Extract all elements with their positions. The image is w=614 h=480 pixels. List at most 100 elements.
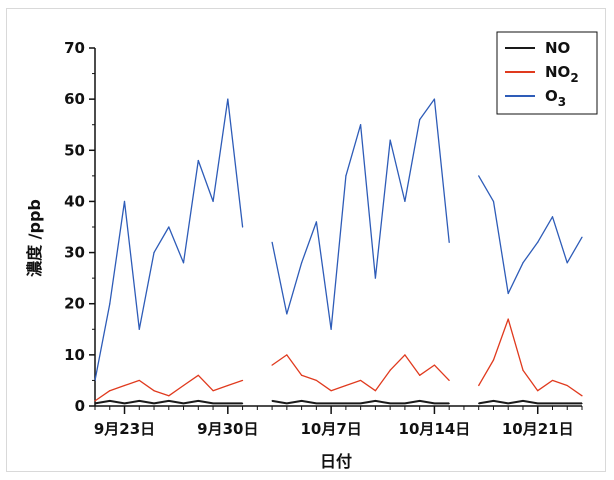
- data-point-o3: [389, 139, 391, 141]
- data-point-no: [138, 400, 140, 402]
- data-point-no2: [478, 384, 480, 387]
- data-point-no: [522, 400, 524, 402]
- series-line-o3: [94, 98, 583, 381]
- data-point-no2: [507, 318, 509, 320]
- data-point-no2: [360, 379, 362, 382]
- data-point-o3: [581, 236, 583, 238]
- data-point-no2: [227, 384, 229, 387]
- data-point-o3: [168, 226, 170, 228]
- data-point-no: [345, 402, 347, 405]
- plot-area: 0 10 20 30 40 50 60 70 9月23日 9月30日 10月7日 10月14日 10月…: [64, 39, 583, 438]
- y-tick-label: 40: [64, 192, 85, 210]
- data-point-no: [566, 402, 568, 405]
- data-point-no: [212, 402, 214, 405]
- data-point-no2: [492, 359, 495, 361]
- legend-label: O3: [545, 87, 566, 109]
- data-point-no2: [197, 374, 199, 376]
- data-point-no: [433, 402, 436, 405]
- data-point-no2: [94, 400, 96, 402]
- data-point-no2: [448, 379, 450, 382]
- x-tick-label: 9月23日: [94, 420, 155, 438]
- data-point-no2: [581, 395, 583, 397]
- data-point-no2: [241, 379, 244, 382]
- legend-label: NO2: [545, 63, 579, 85]
- data-point-no: [389, 402, 391, 405]
- data-point-no2: [389, 369, 391, 371]
- legend-label-text: NO: [545, 39, 570, 57]
- series-line-no: [94, 399, 582, 405]
- data-point-no: [448, 402, 450, 405]
- data-point-o3: [551, 216, 554, 218]
- data-point-no: [360, 402, 362, 405]
- data-point-no2: [138, 379, 140, 382]
- data-point-no2: [345, 384, 347, 387]
- data-point-o3: [537, 241, 539, 243]
- data-point-o3: [301, 262, 303, 264]
- data-point-no: [94, 402, 96, 405]
- data-point-o3: [492, 200, 495, 203]
- data-point-o3: [433, 98, 436, 100]
- y-tick-label: 30: [64, 244, 85, 262]
- data-point-no2: [109, 390, 111, 392]
- data-point-no2: [404, 354, 406, 356]
- data-point-o3: [315, 221, 317, 223]
- series-layer: [94, 98, 583, 405]
- data-point-o3: [227, 98, 229, 100]
- x-tick-label: 9月30日: [197, 420, 258, 438]
- data-point-no: [330, 402, 332, 405]
- y-ticks: 0 10 20 30 40 50 60 70: [64, 39, 95, 415]
- data-point-o3: [182, 262, 185, 264]
- data-point-no2: [330, 390, 332, 392]
- data-point-no: [374, 400, 376, 402]
- data-point-no2: [433, 364, 436, 366]
- data-point-o3: [138, 328, 140, 330]
- data-point-no: [271, 400, 273, 402]
- data-point-no2: [182, 384, 185, 387]
- data-point-no: [241, 402, 244, 405]
- data-point-no2: [551, 379, 554, 382]
- data-point-no2: [566, 384, 568, 387]
- data-point-no2: [123, 384, 126, 387]
- data-point-no2: [522, 369, 524, 371]
- data-point-no2: [168, 395, 170, 397]
- data-point-o3: [241, 226, 244, 228]
- legend-label-text: NO: [545, 63, 570, 81]
- x-ticks: 9月23日 9月30日 10月7日 10月14日 10月21日: [94, 406, 583, 438]
- data-point-o3: [123, 200, 126, 203]
- data-point-no: [109, 400, 111, 402]
- data-point-no: [537, 402, 539, 405]
- data-point-no: [182, 402, 185, 405]
- data-point-no2: [271, 364, 273, 366]
- legend-label-subscript: 3: [558, 95, 566, 109]
- data-point-no: [404, 402, 406, 405]
- data-point-o3: [404, 200, 406, 203]
- data-point-no: [168, 400, 170, 402]
- data-point-no: [286, 402, 288, 405]
- y-tick-label: 50: [64, 141, 85, 159]
- data-point-o3: [271, 241, 273, 243]
- data-point-no2: [153, 390, 155, 392]
- data-point-no: [492, 400, 495, 402]
- legend-label-text: O: [545, 87, 558, 105]
- data-point-no2: [301, 374, 303, 376]
- data-point-o3: [197, 159, 199, 162]
- data-point-o3: [566, 262, 568, 264]
- x-axis-label: 日付: [320, 452, 352, 471]
- data-point-no: [153, 402, 155, 405]
- data-point-no: [123, 402, 126, 405]
- data-point-no2: [374, 390, 376, 392]
- data-point-no2: [315, 379, 317, 382]
- y-axis-label: 濃度 /ppb: [25, 199, 44, 277]
- data-point-o3: [478, 175, 480, 177]
- data-point-no2: [537, 390, 539, 392]
- x-tick-label: 10月7日: [300, 420, 361, 438]
- data-point-no: [507, 402, 509, 405]
- data-point-o3: [522, 262, 524, 264]
- data-point-no: [419, 400, 421, 402]
- legend-label-subscript: 2: [570, 71, 578, 85]
- data-point-no: [581, 402, 583, 405]
- data-point-o3: [212, 200, 214, 203]
- y-tick-label: 10: [64, 346, 85, 364]
